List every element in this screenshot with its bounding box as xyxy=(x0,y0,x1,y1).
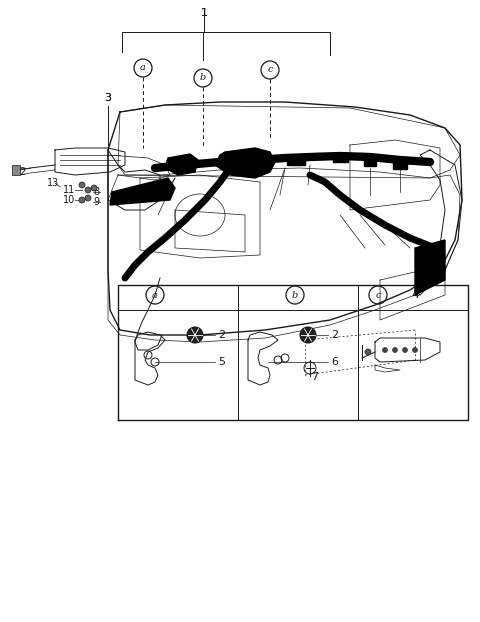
Circle shape xyxy=(187,327,203,343)
Polygon shape xyxy=(110,178,175,205)
Text: 13: 13 xyxy=(47,178,59,188)
Text: 6: 6 xyxy=(331,357,338,367)
Text: 9: 9 xyxy=(93,197,99,207)
Bar xyxy=(333,154,348,162)
Text: a: a xyxy=(152,290,158,300)
Polygon shape xyxy=(215,148,275,178)
Text: 10: 10 xyxy=(63,195,75,205)
Bar xyxy=(287,155,305,165)
Text: 1: 1 xyxy=(201,8,207,18)
Text: 1: 1 xyxy=(201,8,207,18)
Circle shape xyxy=(79,197,85,203)
Text: c: c xyxy=(267,65,273,75)
Text: 5: 5 xyxy=(218,357,225,367)
Text: b: b xyxy=(200,73,206,83)
Circle shape xyxy=(91,185,97,191)
Text: 8: 8 xyxy=(93,187,99,197)
Circle shape xyxy=(412,348,418,353)
Text: 11: 11 xyxy=(63,185,75,195)
Circle shape xyxy=(383,348,387,353)
Bar xyxy=(12,165,20,175)
Bar xyxy=(393,160,407,169)
Text: 2: 2 xyxy=(331,330,338,340)
Circle shape xyxy=(300,327,316,343)
Circle shape xyxy=(85,195,91,201)
Polygon shape xyxy=(165,154,198,175)
Circle shape xyxy=(79,182,85,188)
Text: 12: 12 xyxy=(15,167,27,177)
Circle shape xyxy=(403,348,408,353)
Circle shape xyxy=(393,348,397,353)
Text: c: c xyxy=(375,290,381,300)
Text: a: a xyxy=(140,63,146,73)
Text: 2: 2 xyxy=(218,330,225,340)
Polygon shape xyxy=(415,240,445,295)
Circle shape xyxy=(365,349,371,355)
Text: 7: 7 xyxy=(312,372,319,382)
Text: 4: 4 xyxy=(411,289,419,302)
Circle shape xyxy=(85,187,91,193)
Text: 3: 3 xyxy=(105,93,111,103)
Text: 3: 3 xyxy=(105,93,111,103)
Text: b: b xyxy=(292,290,298,300)
Bar xyxy=(364,158,376,166)
